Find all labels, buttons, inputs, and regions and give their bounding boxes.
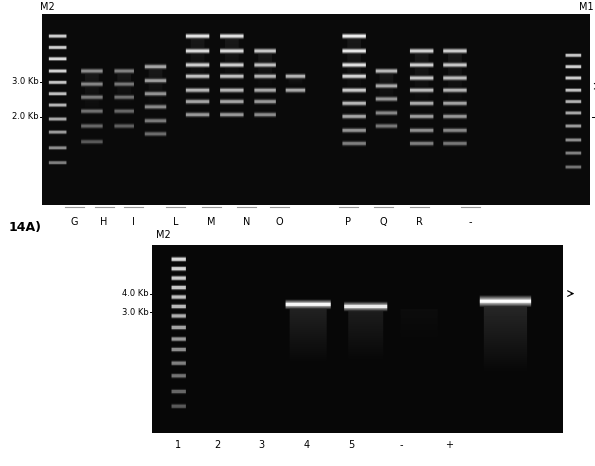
Text: 1: 1 [176,440,181,450]
Text: 14A): 14A) [9,221,42,234]
Text: H: H [101,217,108,226]
Text: M1: M1 [579,2,593,12]
Text: -: - [400,440,403,450]
Text: 3.0 Kb: 3.0 Kb [122,308,149,317]
Text: M2: M2 [156,230,171,240]
Text: Q: Q [380,217,387,226]
Text: 3: 3 [259,440,265,450]
Text: 4: 4 [303,440,309,450]
Text: O: O [276,217,283,226]
Text: 2.0 Kb: 2.0 Kb [12,112,39,121]
Text: -: - [468,217,472,226]
Text: M: M [207,217,215,226]
Text: 5: 5 [348,440,354,450]
Text: 2: 2 [214,440,220,450]
Text: L: L [173,217,178,226]
Text: 4.0 Kb: 4.0 Kb [122,289,149,298]
Text: P: P [345,217,351,226]
Text: N: N [243,217,250,226]
Text: G: G [71,217,78,226]
Text: 3.0 Kb: 3.0 Kb [12,77,39,86]
Text: +: + [445,440,453,450]
Text: I: I [133,217,135,226]
Text: R: R [416,217,423,226]
Text: M2: M2 [40,2,55,12]
